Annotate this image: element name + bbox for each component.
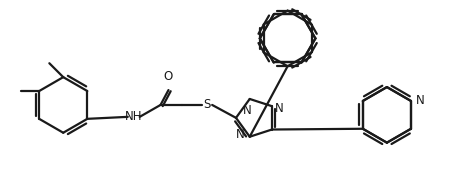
Text: NH: NH xyxy=(125,110,142,123)
Text: N: N xyxy=(236,128,245,141)
Text: N: N xyxy=(416,94,425,108)
Text: N: N xyxy=(275,102,283,115)
Text: O: O xyxy=(164,70,173,83)
Text: S: S xyxy=(204,98,211,111)
Text: N: N xyxy=(243,104,252,117)
